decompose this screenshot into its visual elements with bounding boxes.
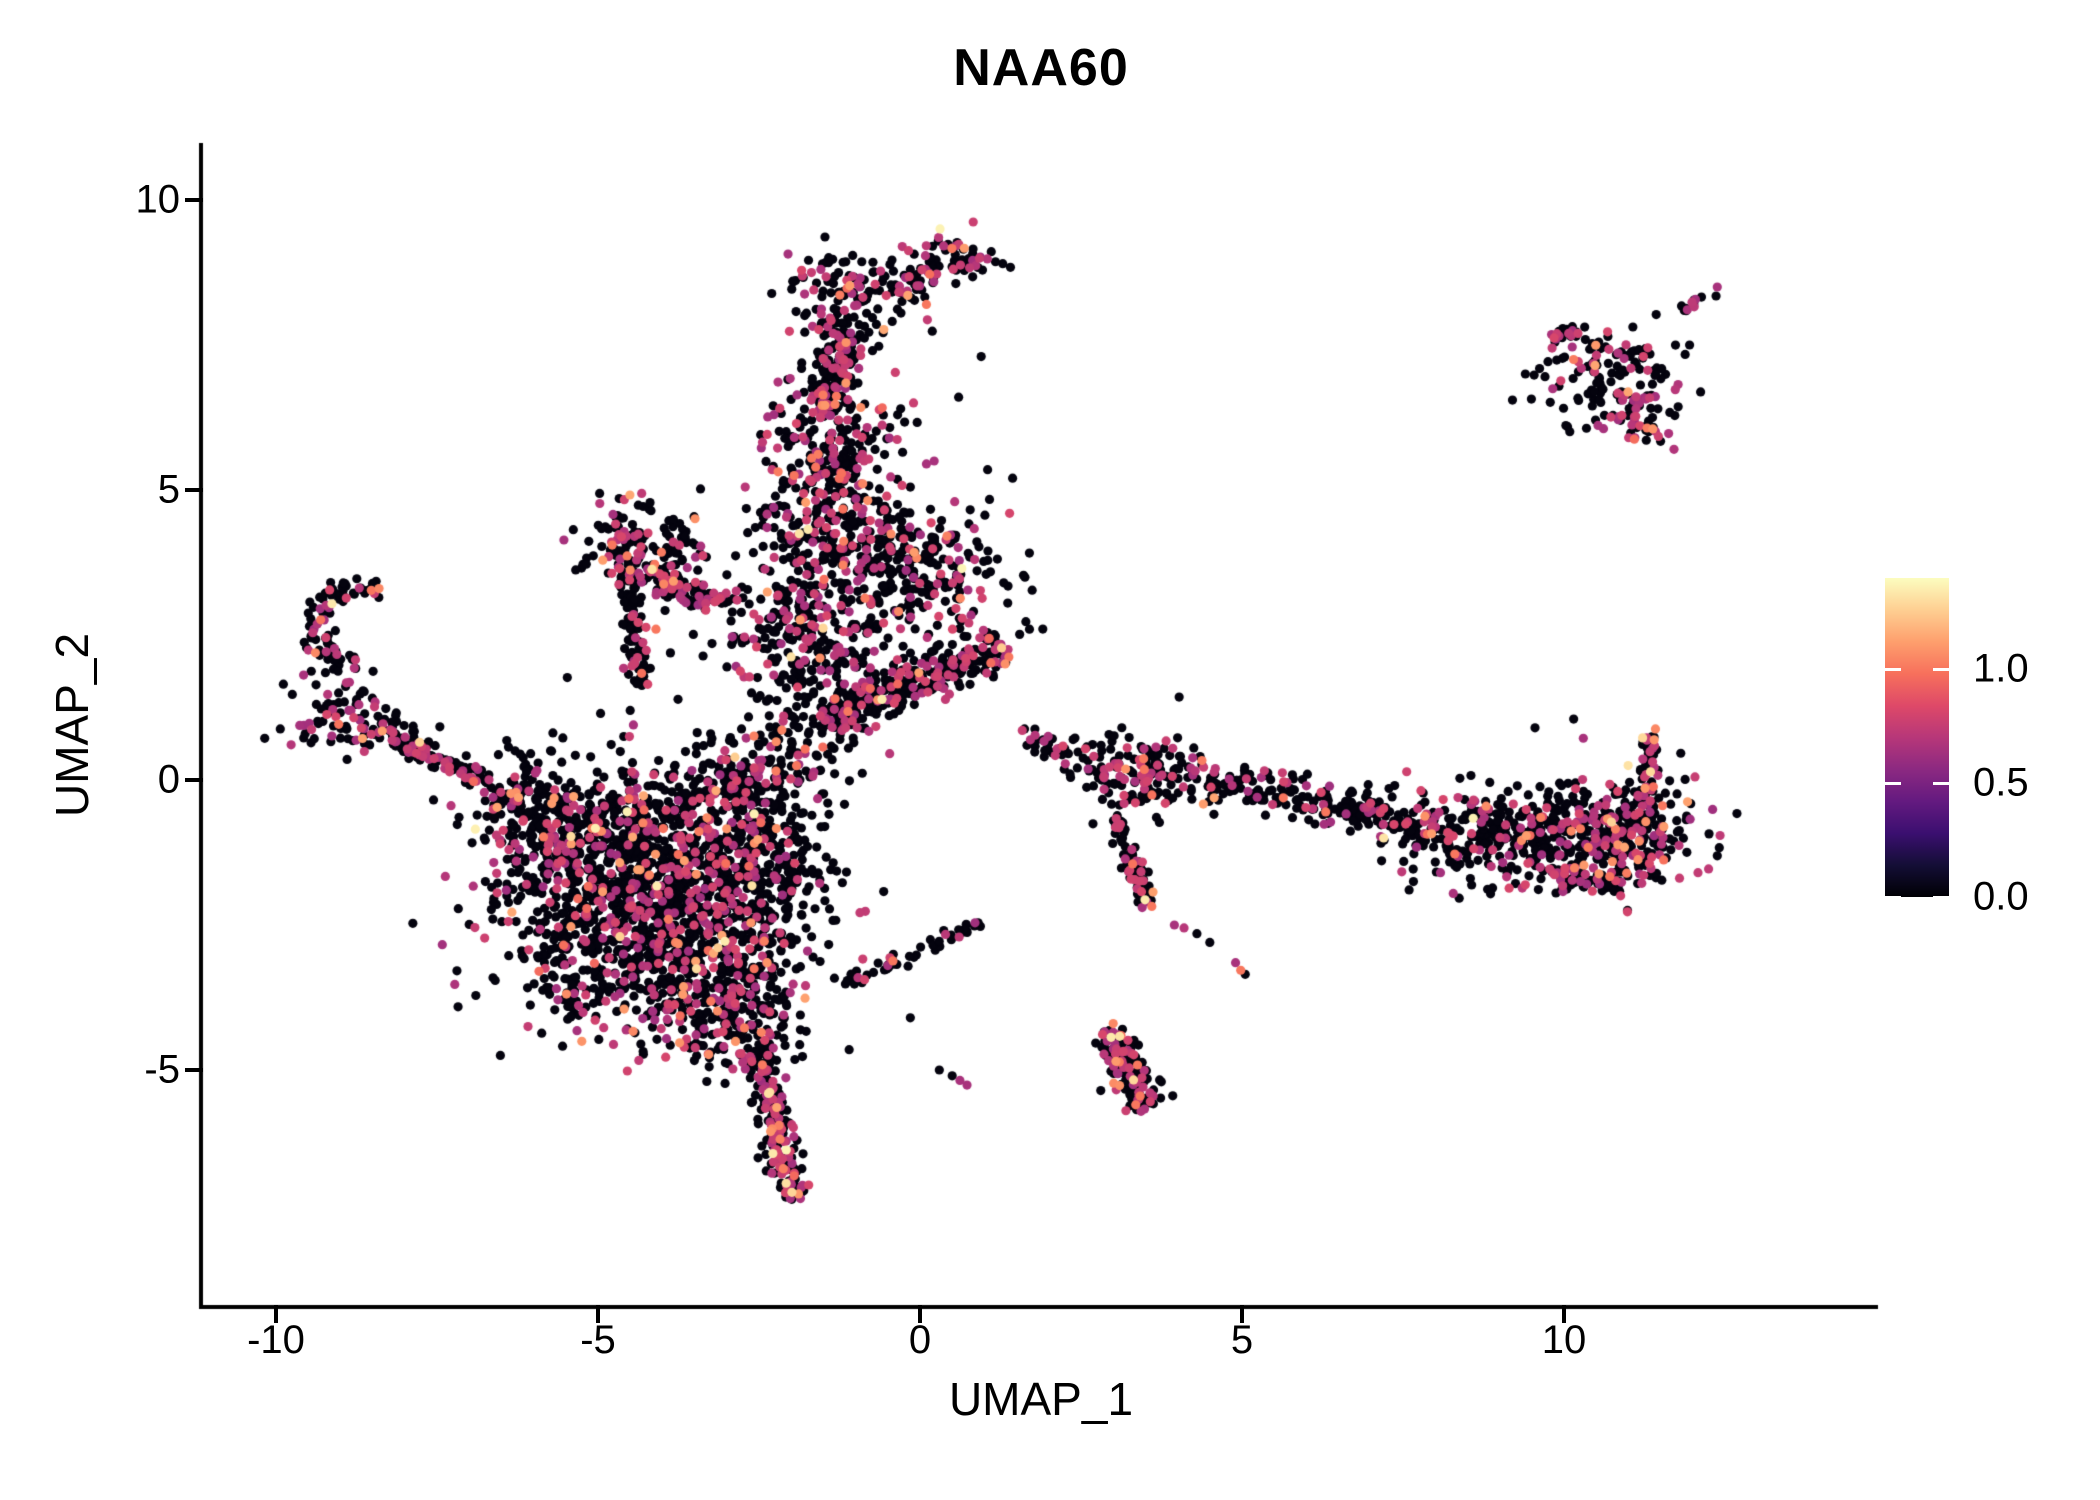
colorbar-tick-mark bbox=[1933, 781, 1949, 785]
y-tick-mark bbox=[185, 488, 203, 492]
x-tick-label: 5 bbox=[1230, 1318, 1254, 1362]
colorbar-tick-label: 1.0 bbox=[1973, 646, 2029, 691]
y-tick-label: 10 bbox=[135, 177, 181, 222]
y-tick-mark bbox=[185, 1068, 203, 1072]
x-tick-mark bbox=[918, 1305, 922, 1323]
y-tick-label: -5 bbox=[144, 1047, 180, 1092]
colorbar-tick-label: 0.0 bbox=[1973, 874, 2029, 919]
y-tick-label: 0 bbox=[157, 757, 180, 802]
x-tick-mark bbox=[1562, 1305, 1566, 1323]
x-tick-mark bbox=[596, 1305, 600, 1323]
colorbar-tick-mark bbox=[1933, 895, 1949, 899]
x-tick-label: -5 bbox=[580, 1318, 616, 1362]
y-tick-mark bbox=[185, 198, 203, 202]
colorbar-tick-mark bbox=[1885, 895, 1901, 899]
expression-colorbar bbox=[1885, 578, 1949, 897]
y-tick-mark bbox=[185, 778, 203, 782]
colorbar-tick-mark bbox=[1885, 781, 1901, 785]
colorbar-tick-mark bbox=[1885, 667, 1901, 671]
y-tick-label: 5 bbox=[157, 467, 180, 512]
x-tick-label: 0 bbox=[908, 1318, 932, 1362]
plot-title: NAA60 bbox=[953, 39, 1129, 97]
colorbar-tick-label: 0.5 bbox=[1973, 760, 2029, 805]
colorbar-tick-mark bbox=[1933, 667, 1949, 671]
x-tick-label: 10 bbox=[1541, 1318, 1587, 1362]
x-tick-mark bbox=[1240, 1305, 1244, 1323]
x-tick-mark bbox=[274, 1305, 278, 1323]
x-axis-label: UMAP_1 bbox=[948, 1373, 1134, 1425]
x-tick-label: -10 bbox=[247, 1318, 305, 1362]
y-axis-label: UMAP_2 bbox=[46, 632, 98, 818]
